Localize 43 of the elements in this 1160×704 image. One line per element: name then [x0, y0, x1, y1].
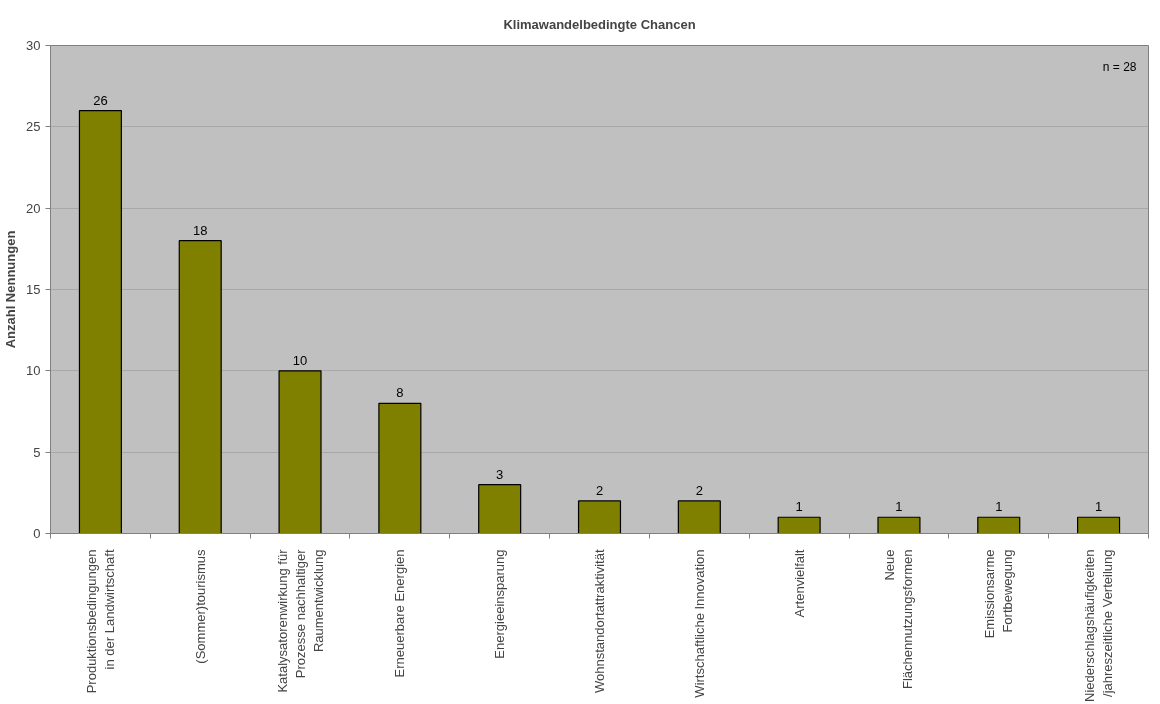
x-tick-label: Wirtschaftliche Innovation	[691, 549, 707, 698]
y-tick-label: 5	[33, 444, 41, 460]
bar	[78, 109, 122, 534]
bar	[278, 370, 322, 534]
chart-title: Klimawandelbedingte Chancen	[503, 16, 696, 32]
bar	[178, 240, 222, 534]
data-label: 3	[496, 466, 504, 482]
data-label: 2	[695, 482, 703, 498]
data-label: 1	[795, 499, 803, 515]
bar	[378, 402, 422, 534]
data-label: 1	[895, 499, 903, 515]
annotation: n = 28	[1102, 59, 1137, 74]
y-tick-label: 0	[33, 526, 41, 541]
bar	[577, 500, 622, 534]
bar	[478, 484, 522, 534]
x-tick-label: Emissionsarme Fortbewegung	[982, 549, 1016, 639]
y-tick-label: 15	[26, 282, 41, 297]
bar	[677, 500, 721, 534]
bar	[977, 516, 1021, 534]
y-tick-label: 30	[26, 38, 41, 53]
x-tick-label: Artenvielfalt	[791, 549, 807, 618]
x-tick-label: Erneuerbare Energien	[392, 549, 408, 678]
data-label: 10	[292, 352, 308, 368]
y-tick-label: 25	[26, 119, 41, 135]
x-tick-label: Wohnstandortattraktivität	[592, 549, 607, 694]
data-label: 26	[93, 92, 108, 108]
bar	[1077, 516, 1121, 534]
x-tick-label: Niederschlagshäufigkeiten /jahreszeitliche Verteilung	[1082, 549, 1116, 702]
x-tick-label: (Sommer)tourismus	[192, 549, 208, 664]
data-label: 8	[396, 385, 404, 401]
y-tick-label: 20	[26, 200, 41, 216]
data-label: 18	[193, 222, 208, 238]
y-tick-label: 10	[26, 363, 41, 379]
x-tick-label: Neue Flächennutzungsformen	[882, 549, 916, 689]
x-tick-label: Katalysatorenwirkung für Prozesse nachhaltiger Raumentwicklung	[274, 548, 326, 693]
x-tick-label: Energieeinsparung	[492, 549, 508, 659]
data-label: 1	[995, 499, 1003, 515]
bar	[777, 516, 821, 534]
data-label: 1	[1094, 499, 1103, 515]
data-label: 2	[595, 482, 604, 498]
x-tick-label: Produktionsbedingungen in der Landwirtschaft	[83, 549, 117, 694]
y-axis-title: Anzahl Nennungen	[3, 230, 19, 349]
bar	[877, 516, 921, 534]
